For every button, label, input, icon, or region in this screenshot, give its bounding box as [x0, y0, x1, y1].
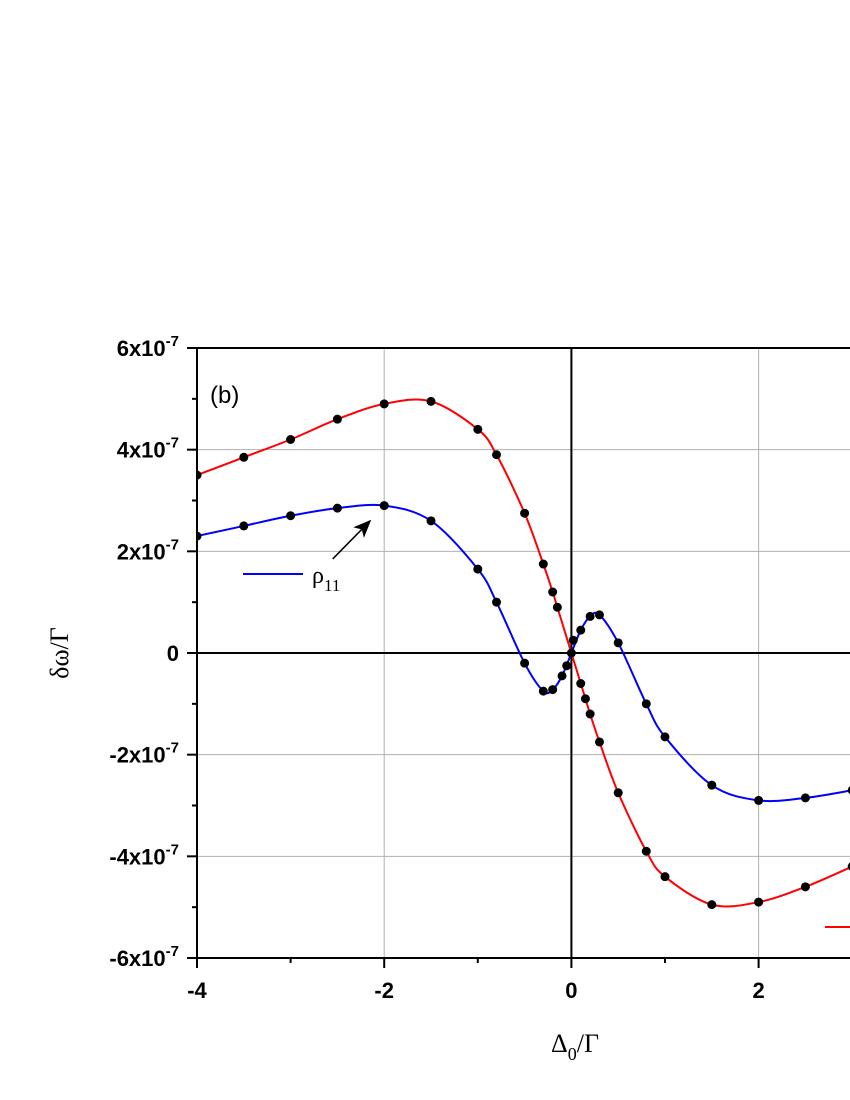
data-point-15	[594, 610, 604, 620]
data-point-17	[641, 699, 651, 709]
y-tick-labels: 6x10-7 4x10-7 2x10-7 0 -2x10-7 -4x10-7 -6x10-7	[109, 333, 179, 971]
legend-label-main: ρ	[312, 563, 324, 589]
data-point-42	[641, 846, 651, 856]
y-tick-label-4: -2x10-7	[109, 740, 179, 768]
data-point-29	[473, 424, 483, 434]
x-tick-label-2: 0	[565, 978, 577, 1003]
data-point-41	[613, 788, 623, 798]
data-point-9	[538, 686, 548, 696]
data-point-22	[847, 786, 850, 795]
panel-label: (b)	[210, 382, 239, 409]
data-point-40	[594, 737, 604, 747]
y-tick-label-0: 6x10-7	[117, 333, 179, 361]
x-axis-title-main: Δ	[551, 1029, 568, 1058]
x-axis-title-tail: /Γ	[577, 1029, 599, 1058]
data-point-33	[548, 587, 558, 597]
data-point-45	[754, 897, 764, 907]
data-point-2	[286, 511, 296, 521]
data-point-18	[660, 732, 670, 742]
x-axis-title-sub: 0	[568, 1044, 577, 1064]
legend-label-sub: 11	[324, 576, 340, 595]
x-tick-label-0: -4	[187, 978, 207, 1003]
legend-entry-rho11: ρ11	[243, 563, 340, 595]
data-point-13	[576, 625, 586, 635]
data-point-30	[492, 450, 502, 460]
data-point-47	[847, 862, 850, 871]
y-tick-label-3: 0	[167, 641, 179, 666]
annotation-arrow	[332, 519, 372, 560]
data-point-39	[585, 709, 595, 719]
data-point-6	[473, 564, 483, 574]
data-point-19	[707, 780, 717, 790]
data-point-25	[286, 435, 296, 444]
y-tick-label-5: -4x10-7	[109, 841, 179, 869]
data-point-31	[520, 508, 530, 518]
data-point-0	[197, 531, 202, 541]
data-point-28	[426, 396, 436, 406]
data-point-1	[239, 521, 249, 531]
x-tick-labels: -4 -2 0 2	[187, 978, 765, 1003]
data-point-35	[562, 661, 572, 671]
data-point-46	[800, 882, 810, 892]
data-point-10	[548, 685, 558, 695]
data-point-23	[197, 470, 202, 480]
y-tick-label-2: 2x10-7	[117, 536, 179, 564]
data-point-36	[568, 635, 578, 645]
data-point-26	[332, 414, 342, 424]
data-point-11	[557, 671, 567, 681]
data-point-4	[379, 501, 389, 511]
axis-ticks	[187, 347, 760, 968]
data-point-12	[566, 648, 576, 658]
data-point-37	[576, 679, 586, 688]
data-point-8	[520, 658, 530, 668]
legend-label-rho11: ρ11	[312, 563, 340, 595]
data-point-44	[707, 900, 717, 910]
markers-group	[197, 396, 850, 910]
data-point-20	[754, 795, 764, 805]
data-point-24	[239, 452, 249, 462]
x-tick-label-1: -2	[374, 978, 394, 1003]
data-point-7	[492, 597, 502, 607]
data-point-21	[800, 793, 810, 803]
x-tick-label-3: 2	[752, 978, 764, 1003]
x-axis-title: Δ0/Γ	[551, 1029, 599, 1064]
data-point-3	[332, 503, 342, 513]
data-point-16	[613, 638, 623, 648]
grid-lines	[197, 348, 850, 958]
data-point-43	[660, 872, 670, 882]
data-point-34	[552, 602, 562, 612]
data-point-14	[585, 611, 595, 621]
y-axis-title: δω/Γ	[45, 627, 74, 679]
data-point-5	[426, 516, 436, 526]
data-point-38	[580, 694, 590, 704]
y-tick-label-1: 4x10-7	[117, 435, 179, 463]
y-tick-label-6: -6x10-7	[109, 943, 179, 971]
data-point-32	[538, 559, 548, 569]
data-point-27	[379, 399, 389, 409]
